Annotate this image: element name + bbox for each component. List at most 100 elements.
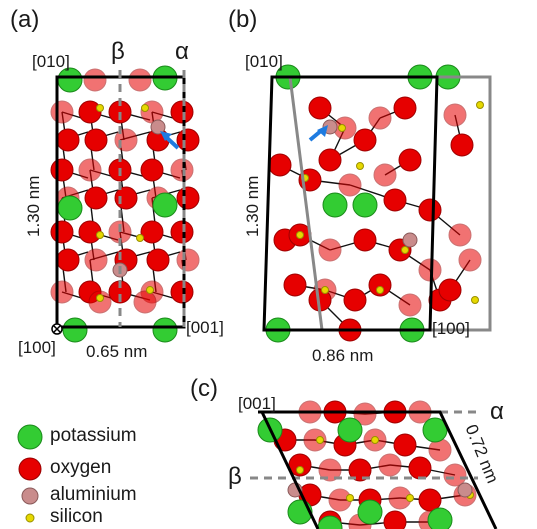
oxygen-atom bbox=[373, 163, 397, 187]
oxygen-atom bbox=[170, 100, 194, 124]
oxygen-atom bbox=[133, 290, 157, 314]
oxygen-atom bbox=[170, 280, 194, 304]
oxygen-atom bbox=[84, 186, 108, 210]
panel-a-top-axis: [010] bbox=[32, 52, 70, 71]
panel-a-height: 1.30 nm bbox=[24, 175, 43, 237]
oxygen-atom bbox=[56, 248, 80, 272]
oxygen-atom bbox=[78, 158, 102, 182]
panel-a-unit-cell bbox=[51, 70, 186, 335]
potassium-atom bbox=[357, 499, 383, 525]
oxygen-atom bbox=[318, 148, 342, 172]
oxygen-atom bbox=[348, 458, 372, 482]
panel-c-alpha: α bbox=[490, 398, 504, 425]
silicon-atom bbox=[96, 104, 104, 112]
oxygen-atom bbox=[398, 293, 422, 317]
silicon-atom bbox=[476, 101, 484, 109]
silicon-atom bbox=[321, 286, 329, 294]
oxygen-atom bbox=[353, 228, 377, 252]
aluminium-atom bbox=[457, 482, 473, 498]
potassium-atom bbox=[427, 507, 453, 529]
panel-a-bottom-axis: [100] bbox=[18, 338, 56, 357]
panel-c-unit-cell bbox=[250, 410, 498, 529]
oxygen-atom bbox=[84, 128, 108, 152]
legend-oxygen-icon bbox=[18, 457, 42, 481]
silicon-atom bbox=[296, 466, 304, 474]
potassium-atom bbox=[337, 417, 363, 443]
oxygen-atom bbox=[353, 402, 377, 426]
oxygen-atom bbox=[393, 96, 417, 120]
aluminium-atom bbox=[150, 119, 166, 135]
potassium-atom bbox=[322, 192, 348, 218]
oxygen-atom bbox=[450, 133, 474, 157]
silicon-atom bbox=[371, 436, 379, 444]
oxygen-atom bbox=[176, 128, 200, 152]
silicon-atom bbox=[406, 494, 414, 502]
aluminium-atom bbox=[402, 232, 418, 248]
panel-b-unit-cell bbox=[262, 75, 492, 332]
oxygen-atom bbox=[78, 100, 102, 124]
panel-b-label: (b) bbox=[228, 6, 258, 33]
oxygen-atom bbox=[283, 273, 307, 297]
potassium-atom bbox=[152, 317, 178, 343]
silicon-atom bbox=[356, 162, 364, 170]
silicon-atom bbox=[136, 234, 144, 242]
legend-oxygen-label: oxygen bbox=[50, 457, 112, 478]
panel-b-structure bbox=[265, 64, 484, 343]
legend-silicon-icon bbox=[25, 513, 35, 523]
oxygen-atom bbox=[50, 280, 74, 304]
aluminium-marker-arrow-b bbox=[308, 125, 328, 142]
oxygen-atom bbox=[114, 186, 138, 210]
oxygen-atom bbox=[268, 153, 292, 177]
panel-a-beta: β bbox=[111, 38, 125, 65]
oxygen-atom bbox=[438, 278, 462, 302]
legend-silicon-label: silicon bbox=[50, 506, 103, 527]
panel-c-label: (c) bbox=[190, 375, 218, 402]
panel-b-width: 0.86 nm bbox=[312, 346, 374, 365]
silicon-atom bbox=[346, 494, 354, 502]
oxygen-atom bbox=[114, 128, 138, 152]
oxygen-atom bbox=[146, 248, 170, 272]
panel-a-width: 0.65 nm bbox=[86, 342, 148, 361]
oxygen-atom bbox=[308, 96, 332, 120]
oxygen-atom bbox=[443, 103, 467, 127]
potassium-atom bbox=[57, 195, 83, 221]
silicon-atom bbox=[96, 294, 104, 302]
panel-c-structure bbox=[257, 400, 477, 529]
oxygen-atom bbox=[338, 173, 362, 197]
panel-a-label: (a) bbox=[10, 6, 40, 33]
panel-a-right-axis: [001] bbox=[186, 318, 224, 337]
oxygen-atom bbox=[408, 456, 432, 480]
panel-b-right-axis: [100] bbox=[432, 319, 470, 338]
silicon-atom bbox=[296, 231, 304, 239]
panel-c-beta: β bbox=[228, 463, 242, 490]
aluminium-marker-arrow-a bbox=[160, 131, 180, 150]
panel-c-top-axis: [001] bbox=[238, 394, 276, 413]
silicon-atom bbox=[316, 436, 324, 444]
legend-potassium-icon bbox=[17, 424, 43, 450]
oxygen-atom bbox=[398, 148, 422, 172]
oxygen-atom bbox=[343, 288, 367, 312]
oxygen-atom bbox=[176, 248, 200, 272]
oxygen-atom bbox=[50, 220, 74, 244]
legend-aluminium-icon bbox=[21, 487, 39, 505]
silicon-atom bbox=[471, 296, 479, 304]
oxygen-atom bbox=[50, 158, 74, 182]
oxygen-atom bbox=[428, 438, 452, 462]
silicon-atom bbox=[141, 104, 149, 112]
potassium-atom bbox=[352, 192, 378, 218]
potassium-atom bbox=[62, 317, 88, 343]
panel-a-alpha: α bbox=[175, 38, 189, 65]
oxygen-atom bbox=[378, 453, 402, 477]
silicon-atom bbox=[401, 246, 409, 254]
potassium-atom bbox=[152, 192, 178, 218]
legend-aluminium-label: aluminium bbox=[50, 484, 137, 505]
oxygen-atom bbox=[140, 158, 164, 182]
panel-a-structure bbox=[50, 65, 200, 343]
silicon-atom bbox=[376, 286, 384, 294]
oxygen-atom bbox=[368, 106, 392, 130]
legend-markers bbox=[17, 424, 43, 523]
oxygen-atom bbox=[383, 510, 407, 529]
oxygen-atom bbox=[458, 248, 482, 272]
oxygen-atom bbox=[170, 158, 194, 182]
